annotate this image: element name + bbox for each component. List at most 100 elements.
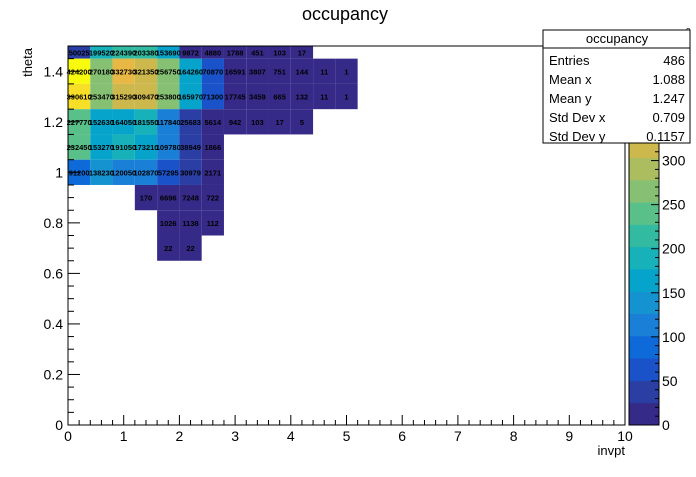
- heatmap-cell: [246, 58, 269, 84]
- heatmap-cell: [90, 159, 113, 185]
- colorbar-tick-label: 150: [662, 285, 686, 301]
- cell-value-label: 5614: [204, 118, 222, 127]
- y-axis-label: theta: [20, 47, 35, 77]
- cell-value-label: 103: [273, 48, 286, 57]
- heatmap-cell: [90, 134, 113, 160]
- x-tick-label: 1: [120, 428, 128, 444]
- stats-row: Mean y 1.247: [549, 91, 685, 106]
- heatmap-cell: [134, 134, 158, 160]
- cell-value-label: 1: [344, 67, 348, 76]
- cell-value-label: 232450: [67, 143, 92, 152]
- heatmap-cell: [157, 109, 180, 135]
- x-tick-label: 0: [64, 428, 72, 444]
- heatmap-cell: [223, 58, 247, 84]
- stats-row: Mean x 1.088: [549, 72, 685, 87]
- heatmap-cell: [201, 210, 224, 236]
- stats-rows: Entries 486 Mean x 1.088 Mean y 1.247 Std Dev …: [549, 53, 685, 144]
- heatmap-cell: [157, 235, 180, 261]
- heatmap-cell: [268, 46, 291, 59]
- x-tick-label: 8: [510, 428, 518, 444]
- colorbar-segment: [629, 224, 659, 248]
- cell-value-label: 1138: [182, 219, 198, 228]
- heatmap-cell: [223, 83, 247, 110]
- colorbar-segment: [629, 313, 659, 337]
- y-tick-label: 1.4: [44, 63, 64, 79]
- cell-value-label: 57295: [158, 168, 179, 177]
- heatmap-cell: [179, 235, 202, 261]
- heatmap-cell: [179, 46, 202, 59]
- cell-value-label: 199520: [89, 48, 114, 57]
- x-tick-label: 6: [398, 428, 406, 444]
- cell-value-label: 17745: [225, 93, 246, 102]
- colorbar-segment: [629, 358, 659, 381]
- cell-value-label: 390610: [67, 93, 92, 102]
- heatmap-cell: [201, 46, 224, 59]
- cell-value-label: 1866: [204, 143, 221, 152]
- cell-value-label: 256750: [156, 67, 181, 76]
- stats-box: occupancy Entries 486 Mean x 1.088 Mean y 1.2…: [542, 29, 691, 144]
- heatmap-cell: [290, 46, 314, 59]
- cell-value-label: 7248: [182, 194, 199, 203]
- cell-value-label: 50025: [69, 48, 90, 57]
- x-tick-label: 10: [617, 428, 633, 444]
- y-tick-label: 0.4: [44, 316, 64, 332]
- colorbar-tick-label: 300: [662, 153, 686, 169]
- heatmap-cell: [268, 83, 291, 110]
- cell-value-label: 751: [273, 67, 286, 76]
- colorbar-tick-label: 0: [662, 417, 670, 433]
- cell-value-label: 22: [186, 244, 194, 253]
- cell-value-label: 2171: [204, 168, 221, 177]
- cell-value-label: 3807: [249, 67, 266, 76]
- heatmap-cell: [134, 109, 158, 135]
- colorbar-segment: [629, 335, 659, 359]
- heatmap-cell: [112, 134, 135, 160]
- y-tick-label: 1.2: [44, 114, 64, 130]
- cell-value-label: 153270: [89, 143, 114, 152]
- cell-value-label: 164260: [178, 67, 203, 76]
- heatmap-cell: [179, 58, 202, 84]
- cell-value-label: 253800: [156, 93, 181, 102]
- cell-value-label: 309470: [133, 93, 158, 102]
- cell-value-label: 1026: [160, 219, 177, 228]
- cell-value-label: 9872: [182, 48, 199, 57]
- heatmap-cell: [90, 83, 113, 110]
- heatmap-cell: [157, 46, 180, 59]
- cell-value-label: 942: [229, 118, 242, 127]
- stats-row-label: Std Dev x: [549, 110, 606, 125]
- heatmap-cell: [179, 109, 202, 135]
- heatmap-cell: [157, 134, 180, 160]
- cell-value-label: 332730: [111, 67, 136, 76]
- colorbar-tick-label: 200: [662, 241, 686, 257]
- x-axis-label: invpt: [598, 443, 626, 458]
- cell-value-label: 315290: [111, 93, 136, 102]
- chart-title: occupancy: [302, 4, 388, 24]
- heatmap-cell: [134, 58, 158, 84]
- heatmap-cell: [157, 58, 180, 84]
- heatmap-cell: [112, 83, 135, 110]
- y-tick-label: 0.8: [44, 215, 64, 231]
- cell-value-label: 71300: [202, 93, 223, 102]
- cell-value-label: 165970: [178, 93, 203, 102]
- cell-value-label: 191050: [111, 143, 136, 152]
- heatmap-cell: [201, 184, 224, 211]
- heatmap-cell: [90, 109, 113, 135]
- heatmap-cell: [179, 83, 202, 110]
- colorbar-segment: [629, 179, 659, 203]
- cell-value-label: 102870: [133, 168, 158, 177]
- stats-box-title: occupancy: [586, 31, 649, 46]
- cell-value-label: 1788: [227, 48, 244, 57]
- colorbar-tick-label: 250: [662, 197, 686, 213]
- cells-layer: [68, 46, 358, 261]
- cell-value-label: 5: [300, 118, 304, 127]
- heatmap-cell: [201, 109, 224, 135]
- cell-value-label: 103: [251, 118, 264, 127]
- colorbar-segment: [629, 380, 659, 404]
- stats-row-label: Mean y: [549, 91, 592, 106]
- heatmap-cell: [201, 58, 224, 84]
- cell-value-label: 25683: [180, 118, 201, 127]
- heatmap-cell: [268, 58, 291, 84]
- colorbar-segment: [629, 402, 659, 426]
- cell-value-label: 138230: [89, 168, 114, 177]
- cell-value-label: 11: [320, 93, 328, 102]
